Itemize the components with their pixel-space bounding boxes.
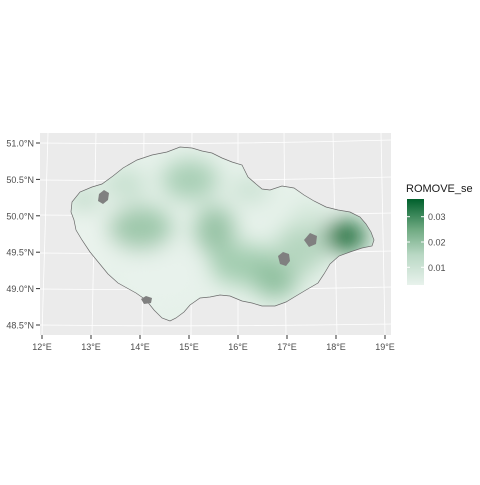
x-axis: 12°E 13°E 14°E 15°E 16°E 17°E 18°E 19°E: [32, 335, 395, 352]
y-axis: 51.0°N 50.5°N 50.0°N 49.5°N 49.0°N 48.5°N: [6, 139, 40, 331]
se-heat-field: [71, 160, 367, 303]
y-tick-label: 49.0°N: [6, 284, 34, 294]
y-tick-label: 50.0°N: [6, 211, 34, 221]
legend-title: ROMOVE_se: [406, 183, 473, 195]
legend-ticks: 0.03 0.02 0.01: [407, 212, 446, 273]
legend-tick-label: 0.03: [428, 212, 446, 222]
x-tick-label: 19°E: [375, 342, 395, 352]
missing-patch-central: [278, 252, 290, 266]
missing-patch-east: [304, 233, 317, 247]
y-tick-label: 50.5°N: [6, 175, 34, 185]
legend-tick-label: 0.01: [428, 263, 446, 273]
y-tick-label: 49.5°N: [6, 248, 34, 258]
y-tick-label: 48.5°N: [6, 321, 34, 331]
x-tick-label: 14°E: [130, 342, 150, 352]
missing-patch-south: [141, 296, 152, 304]
legend-tick-label: 0.02: [428, 238, 446, 248]
x-tick-label: 18°E: [326, 342, 346, 352]
missing-patch-west: [98, 190, 109, 204]
x-tick-label: 17°E: [277, 342, 297, 352]
x-tick-label: 12°E: [32, 342, 52, 352]
y-tick-label: 51.0°N: [6, 139, 34, 149]
legend: ROMOVE_se 0.03 0.02 0.01: [406, 183, 473, 285]
x-tick-label: 16°E: [228, 342, 248, 352]
x-tick-label: 15°E: [179, 342, 199, 352]
missing-data-patches: [98, 190, 317, 304]
x-tick-label: 13°E: [81, 342, 101, 352]
legend-colorbar: [407, 199, 424, 285]
country-map: [70, 146, 375, 322]
